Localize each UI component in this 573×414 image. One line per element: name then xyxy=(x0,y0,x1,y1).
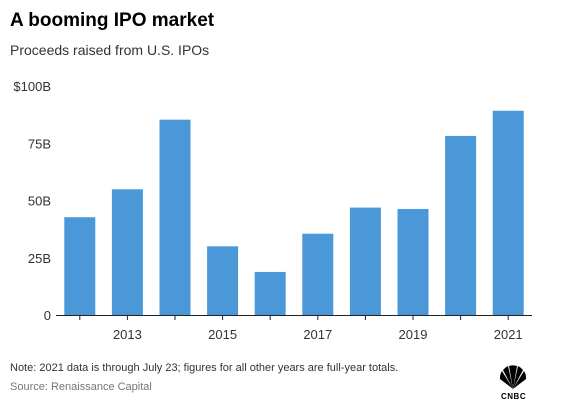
bar-chart: 0 25B 50B 75B $100B 2013 2015 2017 2019 2021 xyxy=(13,79,532,342)
y-tick-label: 25B xyxy=(28,251,51,266)
x-tick-label: 2021 xyxy=(494,327,523,342)
source-line: Source: Renaissance Capital xyxy=(10,381,152,393)
cnbc-peacock-icon xyxy=(499,365,527,389)
bar-2021 xyxy=(492,110,524,316)
x-tick-label: 2013 xyxy=(113,327,142,342)
cnbc-logo-text: CNBC xyxy=(501,392,527,401)
y-tick-label: 0 xyxy=(44,308,51,323)
bars xyxy=(64,110,524,316)
bar-2017 xyxy=(302,233,334,315)
x-axis: 2013 2015 2017 2019 2021 xyxy=(56,315,532,342)
bar-2018 xyxy=(349,207,381,315)
y-axis: 0 25B 50B 75B $100B xyxy=(13,79,51,323)
bar-2019 xyxy=(397,208,429,315)
bar-2016 xyxy=(254,271,286,315)
chart-subtitle: Proceeds raised from U.S. IPOs xyxy=(10,42,210,58)
y-tick-label: $100B xyxy=(13,79,51,94)
y-tick-label: 75B xyxy=(28,136,51,151)
x-tick-label: 2015 xyxy=(208,327,237,342)
bar-2012 xyxy=(64,217,96,315)
x-tick-label: 2019 xyxy=(399,327,428,342)
bar-2013 xyxy=(111,189,143,315)
bar-2020 xyxy=(445,135,477,315)
y-tick-label: 50B xyxy=(28,194,51,209)
bar-2014 xyxy=(159,119,191,316)
bar-2015 xyxy=(207,246,239,315)
x-tick-label: 2017 xyxy=(303,327,332,342)
footnote: Note: 2021 data is through July 23; figu… xyxy=(10,362,399,374)
chart-title: A booming IPO market xyxy=(10,10,215,31)
